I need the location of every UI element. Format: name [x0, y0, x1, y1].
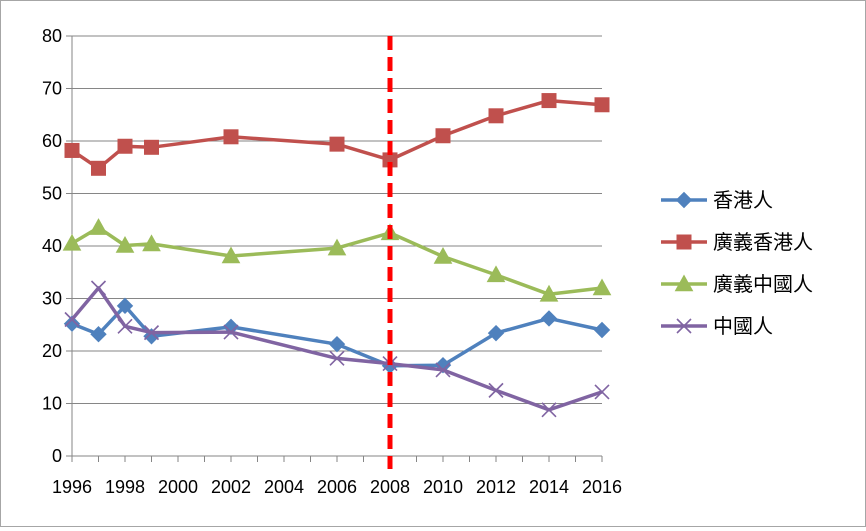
- legend-label-4: 中國人: [713, 314, 773, 338]
- data-point-2-2016: [594, 97, 610, 113]
- x-tick-label-2012: 2012: [476, 477, 516, 497]
- data-point-3-2006: [327, 238, 347, 256]
- legend-label-3: 廣義中國人: [713, 272, 813, 296]
- legend-item-2: 廣義香港人: [661, 230, 813, 254]
- series-3: [62, 218, 612, 302]
- series-4: [64, 280, 610, 418]
- data-point-3-2016: [592, 278, 612, 296]
- data-point-3-1996: [62, 233, 82, 251]
- data-point-1-1996: [63, 315, 81, 332]
- y-tick-label-40: 40: [42, 236, 62, 256]
- legend-label-2: 廣義香港人: [713, 230, 813, 254]
- y-tick-label-20: 20: [42, 341, 62, 361]
- data-point-2-2014: [541, 93, 557, 109]
- data-point-3-2014: [539, 284, 559, 302]
- series-line-2: [71, 98, 603, 171]
- data-point-4-2010: [435, 362, 451, 378]
- y-tick-label-60: 60: [42, 131, 62, 151]
- data-point-4-1996: [64, 311, 80, 328]
- data-point-1-1998: [116, 297, 134, 315]
- data-point-1-2016: [593, 321, 611, 339]
- data-point-4-2016: [594, 384, 610, 400]
- x-tick-label-2014: 2014: [529, 477, 569, 497]
- y-tick-label-0: 0: [52, 446, 62, 466]
- y-tick-label-80: 80: [42, 26, 62, 46]
- data-point-4-1997: [90, 280, 107, 296]
- legend-marker-3: [674, 274, 694, 292]
- x-tick-label-2010: 2010: [423, 477, 463, 497]
- legend-marker-4: [676, 318, 692, 334]
- x-tick-label-2008: 2008: [370, 477, 410, 497]
- x-tick-label-2006: 2006: [317, 477, 357, 497]
- series-2: [64, 93, 610, 176]
- data-point-4-2014: [541, 402, 557, 418]
- data-point-3-2002: [221, 246, 241, 264]
- data-point-2-1997: [91, 160, 106, 176]
- data-point-4-2006: [329, 350, 345, 366]
- legend-item-3: 廣義中國人: [661, 272, 813, 296]
- y-tick-label-30: 30: [42, 289, 62, 309]
- x-tick-labels: 1996 1998 2000 2002 2004 2006 2008 2010 2012 2014…: [52, 477, 622, 497]
- y-tick-label-70: 70: [42, 79, 62, 99]
- legend-label-1: 香港人: [713, 188, 773, 212]
- data-point-3-1998: [115, 235, 135, 253]
- x-tick-label-2004: 2004: [264, 477, 304, 497]
- data-point-4-1999: [143, 325, 160, 341]
- x-tick-label-1996: 1996: [52, 477, 92, 497]
- data-point-2-2002: [223, 129, 239, 145]
- data-point-1-2012: [487, 324, 505, 342]
- data-point-4-1998: [117, 318, 133, 334]
- legend-marker-2: [676, 234, 692, 250]
- series-group: [62, 93, 612, 418]
- data-point-2-2012: [488, 108, 504, 124]
- data-point-1-2006: [328, 335, 346, 353]
- data-point-3-1997: [89, 218, 108, 235]
- data-point-2-2006: [329, 136, 345, 152]
- data-point-4-2002: [223, 324, 239, 340]
- x-tick-label-2000: 2000: [158, 477, 198, 497]
- x-tick-label-2002: 2002: [211, 477, 251, 497]
- data-point-2-1998: [117, 138, 133, 154]
- x-tick-label-2016: 2016: [582, 477, 622, 497]
- data-point-2-1996: [64, 142, 80, 158]
- series-1: [63, 297, 611, 374]
- data-point-4-2012: [488, 382, 504, 398]
- data-point-3-1999: [142, 234, 161, 252]
- data-point-1-1997: [90, 325, 107, 343]
- legend-item-4: 中國人: [661, 314, 773, 338]
- x-tick-label-1998: 1998: [105, 477, 145, 497]
- y-tick-label-10: 10: [42, 394, 62, 414]
- y-tick-labels: 0 10 20 30 40 50 60 70 80: [42, 26, 62, 466]
- legend-marker-1: [675, 191, 693, 209]
- y-tick-label-50: 50: [42, 184, 62, 204]
- data-point-1-2014: [540, 310, 558, 327]
- legend-item-1: 香港人: [661, 188, 773, 212]
- data-point-2-2010: [435, 128, 451, 144]
- data-point-3-2010: [433, 246, 453, 264]
- data-point-3-2012: [486, 265, 506, 283]
- data-point-2-1999: [144, 139, 159, 155]
